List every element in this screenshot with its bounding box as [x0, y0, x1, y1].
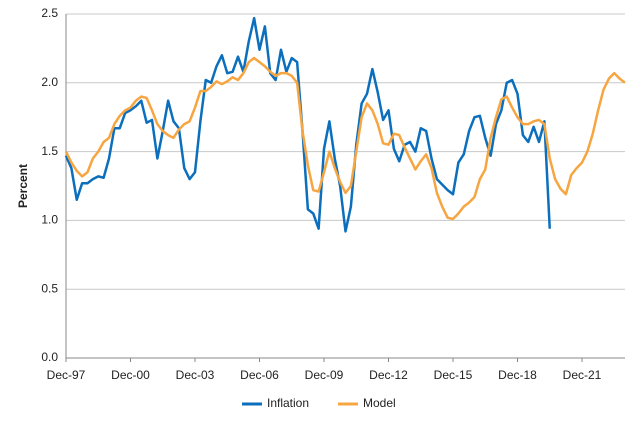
- legend-label: Inflation: [267, 396, 309, 410]
- x-tick-label: Dec-97: [47, 368, 86, 382]
- x-tick-label: Dec-09: [305, 368, 344, 382]
- y-tick-label: 2.5: [41, 6, 58, 20]
- line-series: [64, 56, 626, 221]
- x-tick-label: Dec-21: [563, 368, 602, 382]
- y-tick-label: 0.5: [41, 281, 58, 295]
- x-tick-label: Dec-00: [111, 368, 150, 382]
- line-series: [64, 16, 551, 233]
- y-tick-label: 0.0: [41, 350, 58, 364]
- y-tick-label: 1.5: [41, 144, 58, 158]
- y-tick-label: 1.0: [41, 213, 58, 227]
- legend-label: Model: [363, 396, 396, 410]
- x-tick-label: Dec-06: [240, 368, 279, 382]
- x-tick-label: Dec-18: [498, 368, 537, 382]
- x-tick-label: Dec-12: [369, 368, 408, 382]
- x-tick-label: Dec-15: [434, 368, 473, 382]
- x-tick-label: Dec-03: [176, 368, 215, 382]
- y-axis-label: Percent: [16, 164, 30, 208]
- y-tick-label: 2.0: [41, 75, 58, 89]
